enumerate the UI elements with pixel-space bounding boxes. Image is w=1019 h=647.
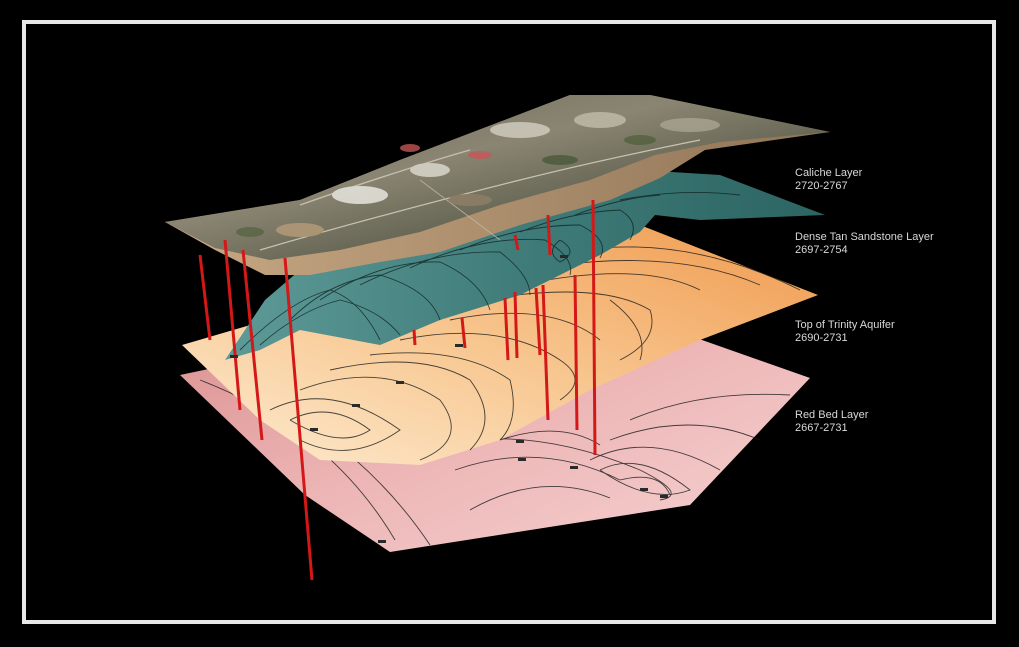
contour-marker <box>396 381 404 384</box>
caliche-layer-label: Caliche Layer 2720-2767 <box>795 167 862 193</box>
layer-range: 2690-2731 <box>795 332 848 344</box>
contour-marker <box>560 255 568 258</box>
contour-marker <box>518 458 526 461</box>
image-frame <box>22 20 996 624</box>
caliche-layer-surface <box>165 95 830 275</box>
well-line <box>412 329 417 346</box>
well-line <box>573 274 579 431</box>
layer-range: 2720-2767 <box>795 180 848 192</box>
aerial-texture <box>236 112 720 251</box>
contour-marker <box>660 495 668 498</box>
well-line <box>503 297 510 361</box>
well-line <box>513 234 520 251</box>
layer-name: Red Bed Layer <box>795 409 869 421</box>
contour-marker <box>378 540 386 543</box>
well-line <box>534 287 542 356</box>
contour-marker <box>352 404 360 407</box>
contour-marker <box>570 466 578 469</box>
contour-marker <box>310 428 318 431</box>
well-line <box>513 291 519 359</box>
trinity-aquifer-label: Top of Trinity Aquifer 2690-2731 <box>795 319 895 345</box>
well-line <box>541 284 550 421</box>
contour-marker <box>640 488 648 491</box>
sandstone-layer-surface <box>225 170 825 360</box>
sandstone-layer-label: Dense Tan Sandstone Layer 2697-2754 <box>795 231 934 257</box>
well-boreholes <box>198 199 597 581</box>
layer-name: Top of Trinity Aquifer <box>795 319 895 331</box>
layer-name: Dense Tan Sandstone Layer <box>795 231 934 243</box>
well-line <box>198 254 212 341</box>
contour-markers <box>230 255 668 543</box>
layer-range: 2697-2754 <box>795 244 848 256</box>
well-line <box>460 317 467 349</box>
layer-name: Caliche Layer <box>795 167 863 179</box>
well-line <box>283 257 314 581</box>
red-bed-layer-label: Red Bed Layer 2667-2731 <box>795 409 868 435</box>
contour-marker <box>516 440 524 443</box>
well-line <box>546 214 552 256</box>
well-line <box>241 249 264 441</box>
well-line <box>223 239 242 411</box>
trinity-aquifer-layer-surface <box>182 225 818 465</box>
well-line <box>591 199 597 456</box>
layer-range: 2667-2731 <box>795 422 848 434</box>
contour-marker <box>230 355 238 358</box>
contour-marker <box>455 344 463 347</box>
